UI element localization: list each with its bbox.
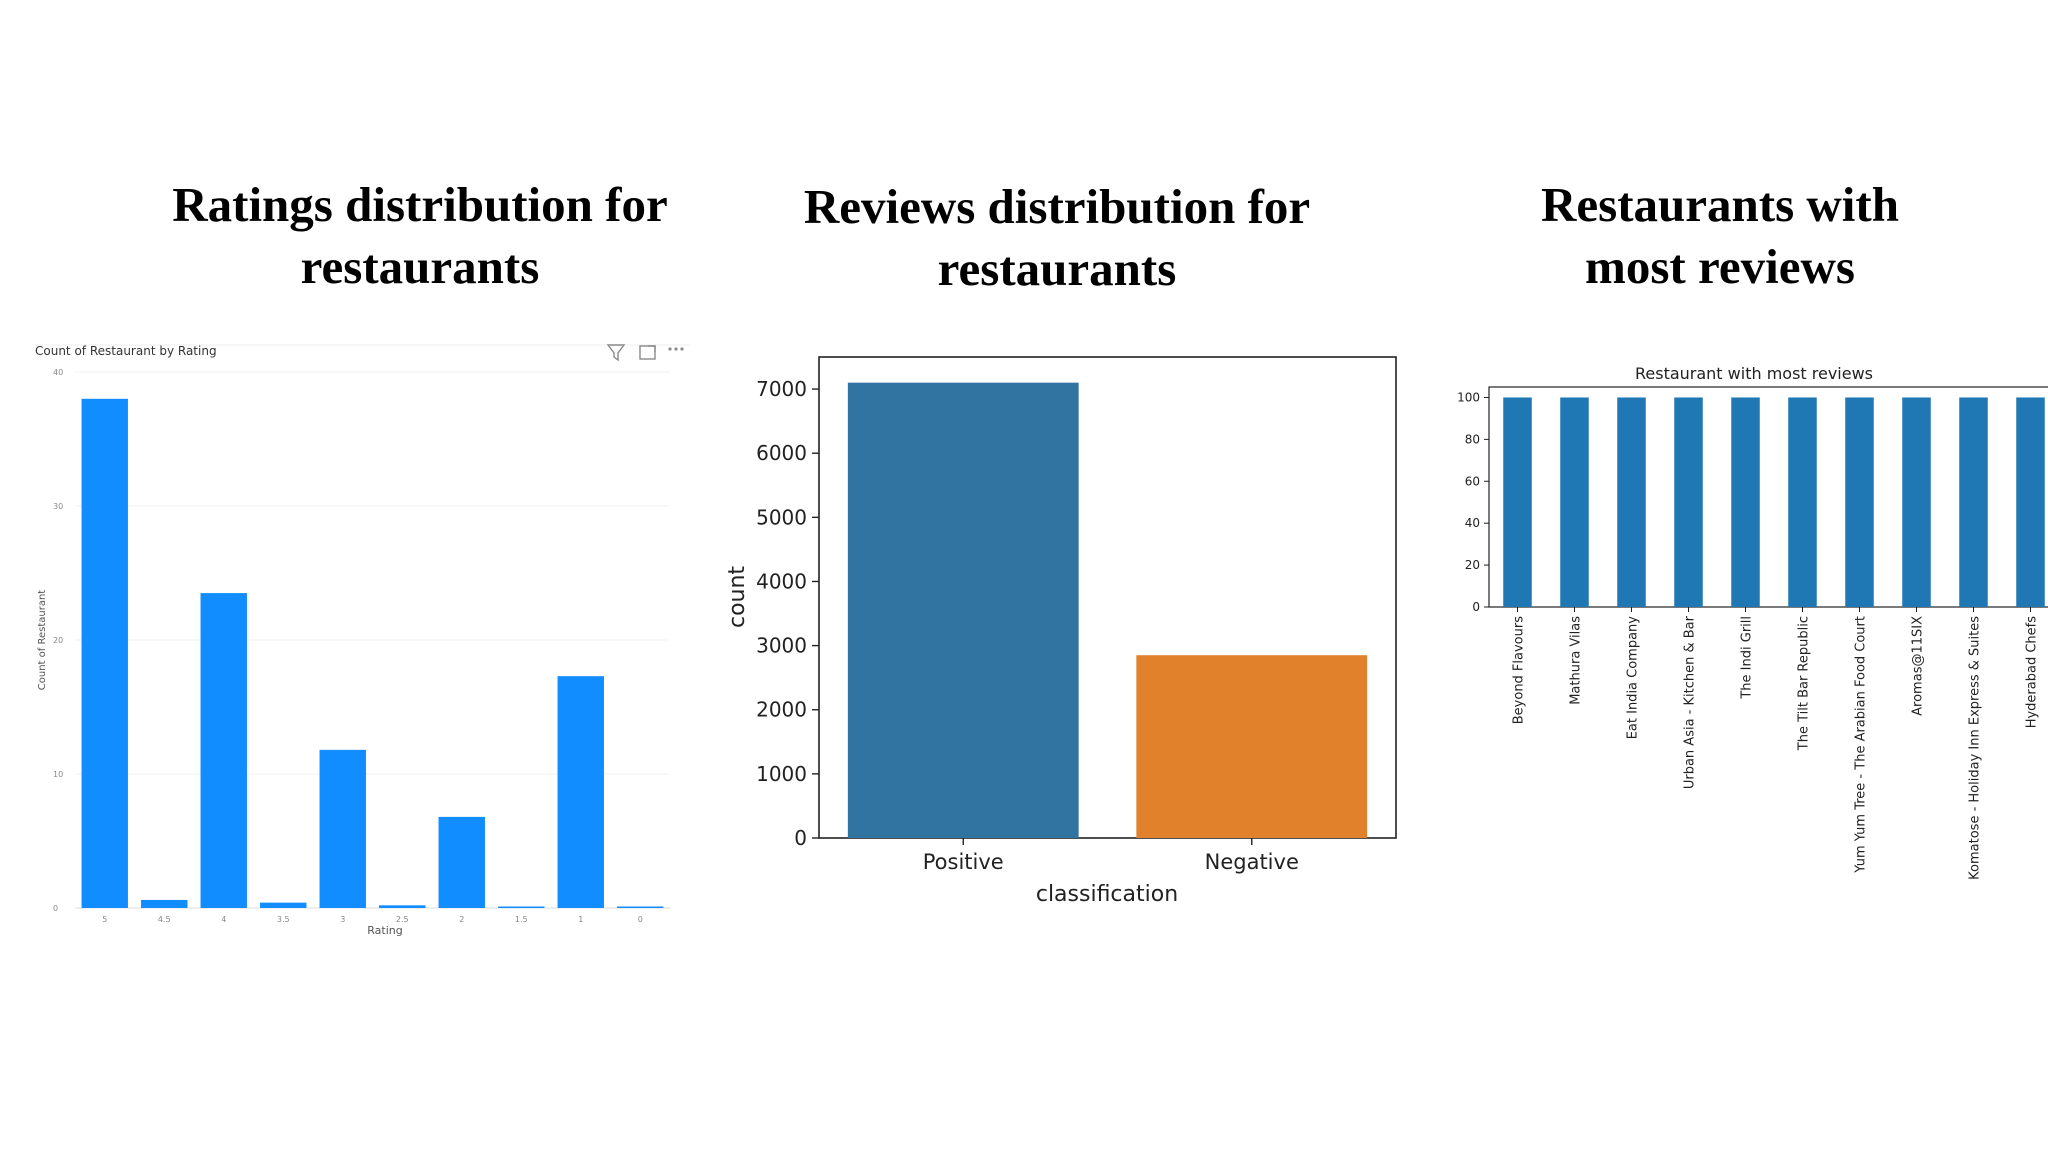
ratings-x-tick-label: 1.5: [515, 915, 528, 924]
top-restaurants-y-tick-label: 100: [1457, 390, 1480, 404]
top-restaurants-bar[interactable]: [1560, 397, 1589, 607]
ratings-bar[interactable]: [81, 398, 128, 908]
top-restaurants-chart-title: Restaurant with most reviews: [1635, 364, 1873, 383]
top-restaurants-x-tick-label: The Indi Grill: [1740, 616, 1755, 700]
ratings-y-tick-label: 40: [53, 368, 63, 377]
reviews-y-tick-label: 3000: [756, 634, 807, 658]
reviews-title-line-2: restaurants: [937, 241, 1177, 296]
ratings-y-tick-label: 0: [53, 904, 58, 913]
ratings-x-tick-label: 2: [459, 915, 464, 924]
reviews-title-line-1: Reviews distribution for: [803, 179, 1311, 234]
top-restaurants-x-tick-label: Hyderabad Chefs: [2025, 616, 2040, 729]
top-restaurants-y-tick-label: 0: [1472, 600, 1480, 614]
top-restaurants-bar[interactable]: [1845, 397, 1874, 607]
top-restaurants-x-tick-label: Komatose - Holiday Inn Express & Suites: [1968, 616, 1983, 880]
reviews-x-axis-label: classification: [1036, 882, 1178, 907]
ratings-x-tick-label: 3.5: [277, 915, 290, 924]
top-restaurants-bar[interactable]: [1902, 397, 1931, 607]
ratings-x-tick-label: 0: [638, 915, 643, 924]
top-restaurants-y-tick-label: 80: [1465, 432, 1480, 446]
ratings-bar-chart: Count of Restaurant by Rating 010203040 …: [30, 335, 690, 945]
reviews-y-tick-label: 0: [794, 826, 807, 850]
ratings-y-tick-label: 30: [53, 502, 63, 511]
reviews-y-tick-label: 4000: [756, 569, 807, 593]
reviews-bar-negative[interactable]: [1136, 655, 1368, 838]
top-restaurants-x-tick-label: Aromas@11SIX: [1911, 616, 1926, 716]
ratings-bar[interactable]: [319, 749, 366, 908]
ratings-x-tick-label: 2.5: [396, 915, 409, 924]
ratings-x-tick-label: 4.5: [158, 915, 171, 924]
reviews-y-tick-label: 5000: [756, 505, 807, 529]
ratings-bar[interactable]: [141, 899, 188, 908]
ratings-y-tick-label: 20: [53, 636, 63, 645]
top-restaurants-bar[interactable]: [1731, 397, 1760, 607]
top-restaurants-title-line-2: most reviews: [1585, 239, 1855, 294]
ratings-x-tick-label: 1: [578, 915, 583, 924]
top-restaurants-x-tick-label: Beyond Flavours: [1512, 616, 1527, 724]
ratings-bar[interactable]: [260, 902, 307, 908]
reviews-y-tick-label: 7000: [756, 377, 807, 401]
top-restaurants-x-tick-label: The Tilt Bar Republic: [1797, 616, 1812, 751]
focus-mode-icon[interactable]: [639, 345, 656, 360]
reviews-y-axis-label: count: [725, 566, 750, 628]
top-restaurants-title-line-1: Restaurants with: [1541, 177, 1899, 232]
reviews-x-tick-label: Positive: [923, 850, 1004, 874]
top-restaurants-x-tick-label: Mathura Vilas: [1569, 616, 1584, 705]
reviews-panel-title: Reviews distribution for restaurants: [757, 176, 1357, 300]
reviews-y-tick-label: 6000: [756, 441, 807, 465]
ratings-title-line-1: Ratings distribution for: [172, 177, 668, 232]
top-restaurants-bar[interactable]: [1503, 397, 1532, 607]
ratings-bar[interactable]: [498, 906, 545, 909]
ratings-x-axis-label: Rating: [367, 924, 402, 937]
reviews-bar-positive[interactable]: [847, 382, 1079, 838]
ratings-bar[interactable]: [379, 905, 426, 908]
top-restaurants-y-tick-label: 60: [1465, 474, 1480, 488]
ratings-x-tick-label: 5: [102, 915, 107, 924]
top-restaurants-x-tick-label: Eat India Company: [1626, 616, 1641, 740]
top-restaurants-x-tick-label: Urban Asia - Kitchen & Bar: [1683, 615, 1698, 789]
ratings-panel-title: Ratings distribution for restaurants: [120, 174, 720, 298]
ratings-bar[interactable]: [617, 906, 664, 909]
top-restaurants-panel-title: Restaurants with most reviews: [1420, 174, 2020, 298]
ratings-bar[interactable]: [438, 816, 485, 908]
filter-icon[interactable]: [606, 344, 626, 362]
reviews-bar-chart: 0 1000 2000 3000 4000 5000 6000 7000 Positive Ne…: [725, 356, 1397, 907]
ratings-bar[interactable]: [557, 676, 604, 908]
top-restaurants-y-tick-label: 40: [1465, 516, 1480, 530]
more-options-icon[interactable]: [668, 347, 684, 351]
top-restaurants-bar-chart: Restaurant with most reviews 0 20 40 60 80 10…: [1457, 364, 2048, 880]
top-restaurants-bar[interactable]: [1617, 397, 1646, 607]
reviews-y-tick-label: 2000: [756, 698, 807, 722]
reviews-x-tick-label: Negative: [1205, 850, 1299, 874]
ratings-x-tick-label: 3: [340, 915, 345, 924]
ratings-y-axis-label: Count of Restaurant: [37, 590, 48, 691]
top-restaurants-bar[interactable]: [1788, 397, 1817, 607]
top-restaurants-bar[interactable]: [1674, 397, 1703, 607]
ratings-bar[interactable]: [200, 593, 247, 908]
ratings-y-tick-label: 10: [53, 770, 63, 779]
top-restaurants-y-tick-label: 20: [1465, 558, 1480, 572]
ratings-title-line-2: restaurants: [300, 239, 540, 294]
top-restaurants-bar[interactable]: [1959, 397, 1988, 607]
ratings-x-tick-label: 4: [221, 915, 226, 924]
top-restaurants-x-tick-label: Yum Yum Tree - The Arabian Food Court: [1854, 616, 1869, 874]
ratings-chart-title: Count of Restaurant by Rating: [35, 344, 217, 358]
top-restaurants-bar[interactable]: [2016, 397, 2045, 607]
reviews-y-tick-label: 1000: [756, 762, 807, 786]
